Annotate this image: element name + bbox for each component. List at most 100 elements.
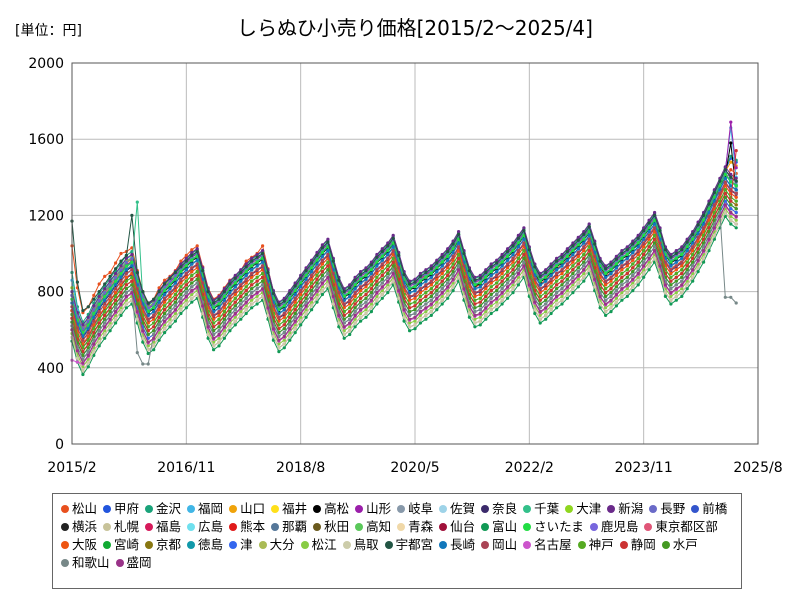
data-point xyxy=(375,264,379,268)
data-point xyxy=(413,277,417,281)
data-point xyxy=(293,300,297,304)
data-point xyxy=(631,289,635,293)
data-point xyxy=(222,290,226,294)
data-point xyxy=(718,184,722,188)
data-point xyxy=(173,281,177,285)
data-point xyxy=(184,302,188,306)
data-point xyxy=(146,344,150,348)
data-point xyxy=(217,306,221,310)
data-point xyxy=(206,290,210,294)
data-point xyxy=(576,285,580,289)
data-point xyxy=(146,301,150,305)
data-point xyxy=(255,260,259,264)
data-point xyxy=(451,247,455,251)
data-point xyxy=(402,272,406,277)
data-point xyxy=(119,259,123,263)
data-point xyxy=(631,239,635,243)
data-point xyxy=(538,291,542,295)
data-point xyxy=(424,317,428,321)
data-point xyxy=(173,273,177,277)
data-point xyxy=(674,249,678,253)
data-point xyxy=(288,300,292,304)
data-point xyxy=(261,260,265,264)
data-point xyxy=(473,283,477,287)
data-point xyxy=(375,298,379,302)
data-point xyxy=(484,275,488,279)
data-point xyxy=(467,315,471,319)
data-point xyxy=(190,253,194,257)
data-point xyxy=(342,329,346,333)
data-point xyxy=(669,271,673,276)
data-point xyxy=(375,294,379,298)
data-point xyxy=(511,249,515,253)
data-point xyxy=(271,338,275,342)
data-point xyxy=(97,294,101,298)
data-point xyxy=(190,270,194,274)
data-point xyxy=(680,248,684,252)
data-point xyxy=(440,298,444,302)
data-point xyxy=(86,319,90,323)
data-point xyxy=(369,310,373,314)
data-point xyxy=(331,259,335,263)
data-point xyxy=(696,223,700,227)
data-point xyxy=(571,260,575,264)
data-point xyxy=(685,287,689,291)
data-point xyxy=(206,336,210,340)
data-point xyxy=(604,306,608,310)
data-point xyxy=(168,287,172,291)
data-point xyxy=(184,256,188,260)
data-point xyxy=(495,270,499,274)
data-point xyxy=(462,294,466,298)
data-point xyxy=(609,260,613,264)
data-point xyxy=(184,298,188,302)
data-point xyxy=(418,317,422,321)
data-point xyxy=(413,319,417,323)
data-point xyxy=(342,306,346,310)
data-point xyxy=(337,325,341,329)
data-point xyxy=(565,250,570,254)
data-point xyxy=(163,300,167,304)
data-point xyxy=(92,311,96,316)
data-point xyxy=(97,302,101,306)
data-point xyxy=(555,302,559,306)
data-point xyxy=(141,336,145,340)
data-point xyxy=(522,229,526,233)
data-point xyxy=(604,310,608,314)
data-point xyxy=(669,255,673,259)
data-point xyxy=(446,296,450,300)
data-point xyxy=(255,302,259,306)
data-point xyxy=(429,264,433,268)
data-point xyxy=(636,245,640,249)
data-point xyxy=(565,247,570,251)
data-point xyxy=(489,262,493,266)
data-point xyxy=(555,259,559,263)
data-point xyxy=(293,292,297,297)
data-point xyxy=(250,298,254,302)
data-point xyxy=(674,291,678,295)
data-point xyxy=(119,310,123,314)
data-point xyxy=(642,233,646,237)
data-point xyxy=(375,252,379,257)
data-point xyxy=(375,260,379,264)
data-point xyxy=(435,270,439,274)
data-point xyxy=(408,287,412,291)
data-point xyxy=(522,237,526,241)
data-point xyxy=(157,292,161,297)
data-point xyxy=(380,296,384,300)
data-point xyxy=(691,232,695,236)
data-point xyxy=(108,329,112,333)
data-point xyxy=(696,228,700,232)
data-point xyxy=(380,250,384,254)
data-point xyxy=(103,287,107,291)
data-point xyxy=(723,199,727,203)
data-point xyxy=(81,327,85,331)
data-point xyxy=(413,285,417,289)
data-point xyxy=(631,285,635,289)
data-point xyxy=(277,342,281,346)
data-point xyxy=(293,323,297,327)
data-point xyxy=(446,247,450,251)
data-point xyxy=(674,298,678,302)
data-point xyxy=(418,271,422,276)
data-point xyxy=(97,313,101,317)
data-point xyxy=(429,275,433,279)
